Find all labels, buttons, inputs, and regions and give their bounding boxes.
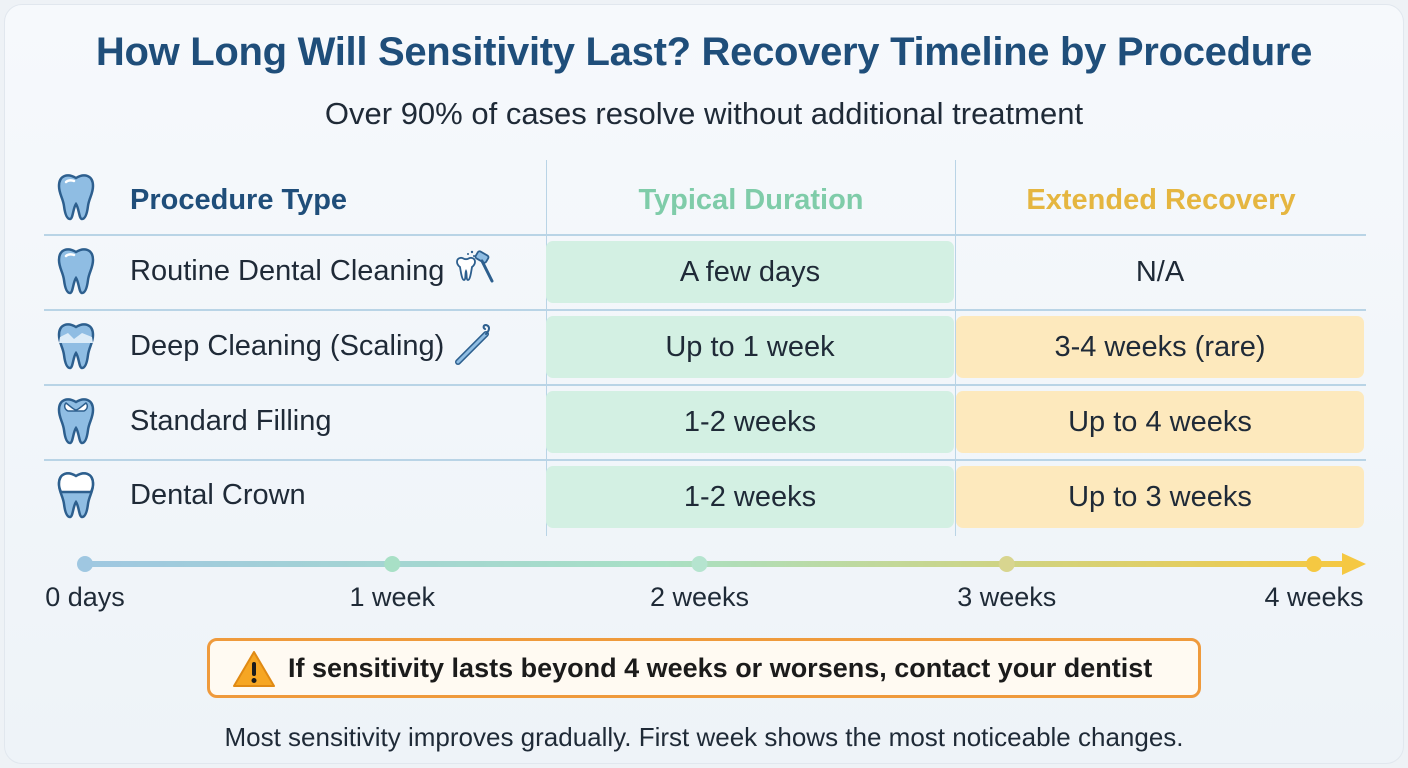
- timeline-bar: [84, 561, 1348, 567]
- procedure-label: Deep Cleaning (Scaling): [130, 321, 496, 371]
- timeline-arrow-icon: [1342, 553, 1366, 575]
- dental-scaler-icon: [455, 324, 491, 366]
- column-divider: [955, 160, 956, 536]
- recovery-timeline: 0 days 1 week 2 weeks 3 weeks 4 weeks: [0, 540, 1408, 620]
- cleaning-tools-icon: [456, 250, 494, 283]
- extended-recovery-cell: Up to 3 weeks: [956, 466, 1364, 528]
- row-divider: [44, 234, 1366, 236]
- typical-duration-cell: Up to 1 week: [546, 316, 954, 378]
- timeline-axis: [77, 553, 1366, 575]
- timeline-tick-label: 2 weeks: [649, 582, 750, 612]
- warning-text: If sensitivity lasts beyond 4 weeks or w…: [288, 653, 1153, 683]
- extended-recovery-cell: Up to 4 weeks: [956, 391, 1364, 453]
- typical-duration-cell: 1-2 weeks: [546, 466, 954, 528]
- row-divider: [44, 309, 1366, 311]
- tooth-filling-icon: [57, 398, 95, 445]
- timeline-tick-dot: [77, 556, 93, 572]
- recovery-table: Procedure Type Typical Duration Extended…: [44, 160, 1366, 536]
- timeline-tick-label: 1 week: [349, 582, 436, 612]
- extended-recovery-cell: N/A: [1135, 256, 1185, 288]
- timeline-tick-label: 3 weeks: [957, 582, 1057, 612]
- timeline-tick-dot: [691, 556, 708, 572]
- timeline-tick-label: 4 weeks: [1264, 582, 1364, 612]
- extended-recovery-cell: 3-4 weeks (rare): [956, 316, 1364, 378]
- timeline-tick-dot: [998, 556, 1015, 572]
- procedure-label: Routine Dental Cleaning: [130, 246, 496, 296]
- typical-duration-cell: A few days: [546, 241, 954, 303]
- procedure-label: Standard Filling: [130, 405, 332, 437]
- tooth-crown-icon: [57, 472, 95, 519]
- row-divider: [44, 459, 1366, 461]
- procedure-name: Routine Dental Cleaning: [130, 255, 445, 287]
- timeline-tick-dot: [384, 556, 401, 572]
- tooth-scaling-icon: [57, 323, 95, 370]
- header-extended-recovery: Extended Recovery: [1026, 184, 1296, 216]
- header-typical-duration: Typical Duration: [638, 184, 864, 216]
- chart-title: How Long Will Sensitivity Last? Recovery…: [95, 30, 1313, 74]
- procedure-label: Dental Crown: [130, 479, 306, 511]
- footer-note: Most sensitivity improves gradually. Fir…: [224, 722, 1184, 752]
- row-divider: [44, 384, 1366, 386]
- typical-duration-cell: 1-2 weeks: [546, 391, 954, 453]
- tooth-icon: [57, 248, 95, 295]
- warning-box: If sensitivity lasts beyond 4 weeks or w…: [207, 638, 1201, 698]
- timeline-tick-dot: [1306, 556, 1322, 572]
- tooth-icon: [57, 174, 95, 221]
- chart-subtitle: Over 90% of cases resolve without additi…: [324, 96, 1084, 131]
- timeline-tick-label: 0 days: [45, 582, 125, 612]
- warning-triangle-icon: [233, 651, 275, 687]
- procedure-name: Deep Cleaning (Scaling): [130, 330, 445, 362]
- header-procedure-type: Procedure Type: [130, 184, 348, 216]
